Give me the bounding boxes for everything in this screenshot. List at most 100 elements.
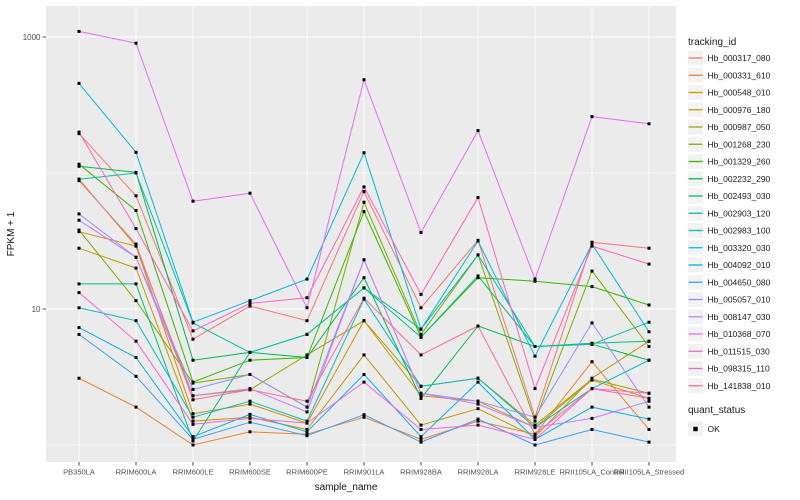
data-point (248, 416, 252, 420)
data-point (533, 435, 537, 439)
data-point (533, 419, 537, 423)
data-point (191, 412, 195, 416)
data-point (134, 282, 138, 286)
data-point (533, 387, 537, 391)
data-point (647, 246, 651, 250)
data-point (419, 394, 423, 398)
data-point (419, 327, 423, 331)
data-point (248, 358, 252, 362)
x-tick-label: RRIM600LE (173, 468, 214, 477)
legend-item-label: Hb_002903_120 (708, 208, 771, 218)
data-point (419, 332, 423, 336)
legend-item-label: Hb_002493_030 (708, 191, 771, 201)
data-point (77, 376, 81, 380)
data-point (362, 319, 366, 323)
x-tick-label: RRIM600LA (116, 468, 157, 477)
legend-item-label: Hb_000331_610 (708, 70, 771, 80)
legend-item-label: Hb_004092_010 (708, 260, 771, 270)
data-point (134, 171, 138, 175)
quant-legend-title: quant_status (688, 405, 745, 416)
data-point (134, 41, 138, 45)
data-point (362, 210, 366, 214)
legend-item-label: Hb_008147_030 (708, 312, 771, 322)
x-tick-label: RRII105LA_Control (559, 468, 624, 477)
data-point (533, 415, 537, 419)
data-point (476, 239, 480, 243)
x-tick-label: RRIM600PE (286, 468, 328, 477)
data-point (647, 122, 651, 126)
x-axis-title: sample_name (315, 482, 378, 493)
data-point (191, 199, 195, 203)
data-point (191, 435, 195, 439)
data-point (590, 387, 594, 391)
data-point (590, 240, 594, 244)
data-point (476, 129, 480, 133)
data-point (419, 391, 423, 395)
data-point (134, 299, 138, 303)
x-tick-label: RRIM600SE (229, 468, 271, 477)
data-point (248, 191, 252, 195)
legend-item-label: Hb_002983_100 (708, 226, 771, 236)
data-point (362, 286, 366, 290)
data-point (248, 430, 252, 434)
data-point (419, 396, 423, 400)
data-point (419, 440, 423, 444)
data-point (305, 399, 309, 403)
data-point (248, 301, 252, 305)
data-point (77, 282, 81, 286)
data-point (647, 396, 651, 400)
data-point (476, 380, 480, 384)
legend-item-label: Hb_003320_030 (708, 243, 771, 253)
data-point (590, 269, 594, 273)
data-point (191, 388, 195, 391)
data-point (305, 434, 309, 438)
data-point (476, 417, 480, 421)
data-point (590, 285, 594, 289)
quant-ok-marker-icon (693, 426, 698, 432)
data-point (419, 437, 423, 441)
data-point (134, 194, 138, 198)
legend-item-label: Hb_141838_010 (708, 381, 771, 391)
data-point (134, 405, 138, 409)
y-tick-label: 1000 (23, 33, 41, 42)
data-point (191, 337, 195, 341)
data-point (647, 391, 651, 395)
data-point (248, 299, 252, 303)
data-point (77, 230, 81, 234)
data-point (362, 276, 366, 280)
data-point (647, 320, 651, 324)
data-point (191, 415, 195, 419)
data-point (248, 373, 252, 376)
data-point (590, 242, 594, 246)
data-point (533, 277, 537, 281)
data-point (647, 303, 651, 307)
data-point (362, 380, 366, 384)
data-point (77, 164, 81, 168)
data-point (362, 78, 366, 82)
data-point (305, 332, 309, 336)
legend-item-label: Hb_010368_070 (708, 329, 771, 339)
data-point (191, 329, 195, 333)
data-point (77, 291, 81, 295)
data-point (362, 415, 366, 419)
data-point (533, 279, 537, 283)
data-point (419, 435, 423, 439)
legend-item-label: Hb_000317_080 (708, 53, 771, 63)
data-point (590, 342, 594, 346)
data-point (590, 405, 594, 409)
data-point (476, 399, 480, 403)
data-point (134, 242, 138, 246)
data-point (248, 412, 252, 416)
data-point (134, 150, 138, 154)
data-point (248, 402, 252, 406)
data-point (419, 231, 423, 234)
data-point (647, 417, 651, 421)
data-point (305, 306, 309, 310)
data-point (533, 437, 537, 441)
data-point (647, 358, 651, 362)
x-tick-label: RRIM928LA (458, 468, 499, 477)
data-point (305, 428, 309, 431)
data-point (647, 339, 651, 343)
data-point (362, 258, 366, 262)
